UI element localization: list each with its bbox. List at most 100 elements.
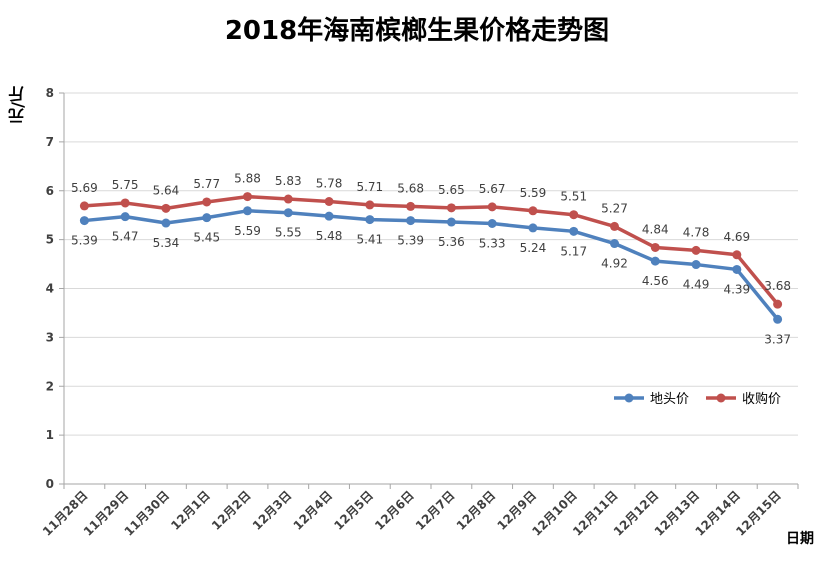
x-tick-label: 12月15日 — [733, 488, 783, 538]
data-label: 5.48 — [316, 229, 343, 243]
data-point — [528, 206, 538, 216]
y-tick-label: 6 — [46, 184, 54, 198]
data-label: 5.47 — [112, 230, 139, 244]
x-tick-label: 12月5日 — [331, 488, 376, 533]
legend-label: 收购价 — [742, 391, 781, 407]
data-label: 4.56 — [642, 274, 669, 288]
data-point — [732, 250, 742, 260]
y-tick-label: 0 — [46, 477, 54, 491]
x-tick-label: 12月6日 — [372, 488, 417, 533]
data-point — [243, 192, 252, 202]
data-label: 5.36 — [438, 235, 465, 249]
data-label: 5.39 — [71, 234, 98, 248]
data-point — [446, 217, 456, 227]
data-point — [243, 206, 252, 216]
data-point — [365, 215, 375, 225]
data-label: 5.33 — [479, 236, 506, 250]
data-point — [79, 201, 89, 211]
data-label: 5.59 — [520, 186, 547, 200]
data-point — [283, 208, 293, 218]
data-point — [569, 226, 579, 236]
x-tick-label: 12月4日 — [291, 488, 336, 533]
x-tick-label: 11月30日 — [122, 488, 172, 538]
x-tick-label: 12月8日 — [454, 488, 499, 533]
data-point — [406, 216, 416, 226]
data-label: 5.65 — [438, 183, 465, 197]
data-label: 5.27 — [601, 201, 628, 215]
y-tick-label: 3 — [46, 330, 54, 344]
data-label: 4.49 — [683, 278, 710, 292]
data-label: 5.77 — [193, 177, 220, 191]
y-tick-label: 1 — [46, 428, 54, 442]
data-point — [161, 218, 171, 228]
data-label: 3.68 — [764, 279, 791, 293]
data-point — [691, 260, 701, 270]
legend-marker — [624, 393, 634, 403]
data-label: 4.92 — [601, 257, 628, 271]
data-label: 5.88 — [234, 172, 261, 186]
data-label: 4.78 — [683, 225, 710, 239]
data-point — [650, 256, 660, 266]
y-tick-label: 2 — [46, 379, 54, 393]
x-tick-label: 12月2日 — [209, 488, 254, 533]
data-label: 4.39 — [723, 282, 750, 296]
x-tick-label: 12月3日 — [250, 488, 295, 533]
legend-marker — [716, 393, 726, 403]
data-label: 3.37 — [764, 332, 791, 346]
series-line — [84, 209, 779, 321]
data-label: 5.51 — [560, 190, 587, 204]
data-point — [324, 211, 334, 221]
data-label: 5.59 — [234, 224, 261, 238]
data-point — [365, 200, 375, 210]
legend-label: 地头价 — [650, 392, 689, 407]
data-label: 5.71 — [356, 180, 383, 194]
data-label: 5.67 — [479, 182, 506, 196]
chart-title: 2018年海南槟榔生果价格走势图 — [224, 16, 610, 46]
y-tick-label: 4 — [46, 282, 54, 296]
data-label: 5.69 — [71, 181, 98, 195]
data-label: 5.17 — [560, 244, 587, 258]
y-tick-label: 8 — [46, 86, 54, 100]
data-point — [569, 210, 579, 220]
data-label: 5.75 — [112, 178, 139, 192]
data-point — [773, 299, 783, 309]
data-point — [120, 212, 130, 222]
data-point — [446, 203, 456, 213]
data-point — [487, 202, 497, 212]
data-point — [120, 198, 130, 208]
x-tick-label: 12月7日 — [413, 488, 458, 533]
data-label: 4.69 — [723, 230, 750, 244]
data-point — [202, 197, 212, 207]
data-point — [691, 245, 701, 255]
series-line — [84, 194, 779, 306]
data-point — [202, 213, 212, 223]
data-label: 5.45 — [193, 231, 220, 245]
data-point — [732, 264, 742, 274]
data-label: 5.78 — [316, 177, 343, 191]
data-label: 5.24 — [520, 241, 547, 255]
data-point — [528, 223, 538, 233]
data-point — [773, 314, 783, 324]
data-label: 4.84 — [642, 222, 669, 236]
y-tick-label: 7 — [46, 135, 54, 149]
data-label: 5.41 — [356, 233, 383, 247]
data-point — [610, 239, 619, 249]
data-point — [610, 221, 619, 231]
data-label: 5.83 — [275, 174, 302, 188]
data-point — [283, 194, 293, 204]
data-point — [161, 203, 171, 213]
x-axis-label: 日期 — [786, 531, 814, 547]
data-point — [324, 197, 334, 207]
data-point — [79, 216, 89, 226]
data-point — [487, 218, 497, 228]
data-point — [406, 201, 416, 211]
data-label: 5.68 — [397, 181, 424, 195]
x-tick-label: 12月1日 — [168, 488, 213, 533]
y-tick-label: 5 — [46, 233, 54, 247]
data-label: 5.34 — [153, 236, 180, 250]
data-label: 5.64 — [153, 183, 180, 197]
data-label: 5.39 — [397, 234, 424, 248]
data-point — [650, 242, 660, 252]
data-label: 5.55 — [275, 226, 302, 240]
